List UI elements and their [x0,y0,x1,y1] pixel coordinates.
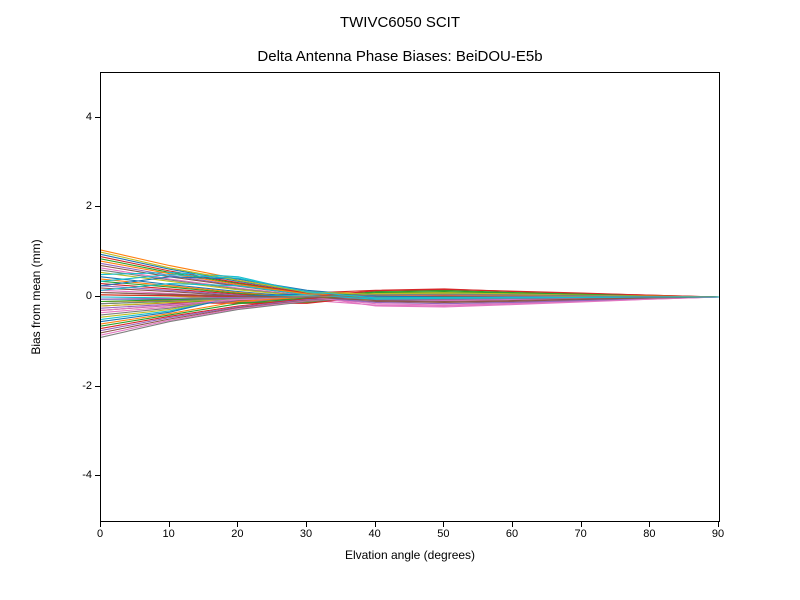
xtick-mark [443,522,444,527]
ytick-mark [95,296,100,297]
xtick-label: 10 [163,528,175,540]
xtick-mark [581,522,582,527]
ytick-label: -4 [62,469,92,481]
xtick-label: 70 [575,528,587,540]
ytick-label: 0 [62,290,92,302]
ytick-label: -2 [62,380,92,392]
line-chart-svg [101,73,719,521]
xtick-label: 90 [712,528,724,540]
ytick-label: 4 [62,111,92,123]
xtick-mark [169,522,170,527]
xtick-label: 40 [369,528,381,540]
xtick-label: 80 [643,528,655,540]
xtick-label: 50 [437,528,449,540]
suptitle: TWIVC6050 SCIT [0,14,800,31]
plot-area [100,72,720,522]
xtick-mark [649,522,650,527]
xtick-mark [375,522,376,527]
ytick-mark [95,206,100,207]
xtick-mark [306,522,307,527]
xtick-mark [718,522,719,527]
ytick-mark [95,386,100,387]
xtick-mark [100,522,101,527]
xtick-mark [237,522,238,527]
ytick-label: 2 [62,200,92,212]
ytick-mark [95,475,100,476]
xtick-label: 0 [97,528,103,540]
xtick-label: 20 [231,528,243,540]
chart-title: Delta Antenna Phase Biases: BeiDOU-E5b [0,48,800,65]
xtick-label: 60 [506,528,518,540]
xtick-label: 30 [300,528,312,540]
y-axis-label: Bias from mean (mm) [29,239,43,354]
ytick-mark [95,117,100,118]
x-axis-label: Elvation angle (degrees) [345,548,475,562]
xtick-mark [512,522,513,527]
